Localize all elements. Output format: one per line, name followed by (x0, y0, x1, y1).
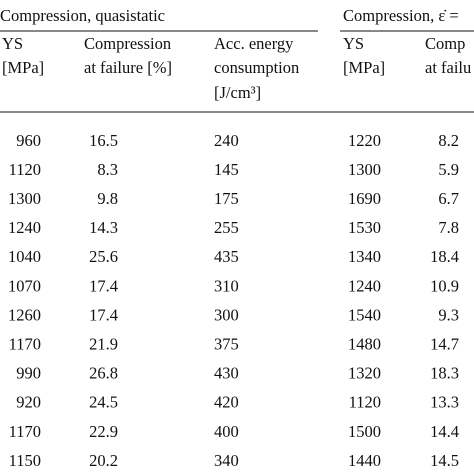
table-cell: 17.4 (89, 305, 118, 324)
table-cell: 1530 (348, 218, 381, 237)
table-cell: 175 (214, 189, 239, 208)
table-cell: 1540 (348, 305, 381, 324)
table-cell: 145 (214, 160, 239, 179)
table-cell: 430 (214, 364, 239, 383)
group-header: Compression, ε̇ = (343, 6, 459, 25)
column-header: [MPa] (343, 58, 385, 77)
table-cell: 435 (214, 247, 239, 266)
table-cell: 1120 (9, 160, 41, 179)
table-cell: 400 (214, 422, 239, 441)
table-cell: 1150 (9, 451, 41, 470)
table-cell: 920 (16, 393, 41, 412)
table-cell: 24.5 (89, 393, 118, 412)
table-cell: 990 (16, 364, 41, 383)
table-cell: 18.4 (430, 247, 459, 266)
table-cell: 1220 (348, 131, 381, 150)
column-header: at failu (425, 58, 471, 77)
table-cell: 1170 (9, 422, 41, 441)
table-cell: 14.7 (430, 334, 459, 353)
table-cell: 20.2 (89, 451, 118, 470)
table-cell: 1480 (348, 334, 381, 353)
table-cell: 14.5 (430, 451, 459, 470)
table-cell: 9.8 (97, 189, 118, 208)
table-cell: 1120 (349, 393, 381, 412)
column-header: at failure [%] (84, 58, 172, 77)
table-cell: 14.3 (89, 218, 118, 237)
column-header: Acc. energy (214, 34, 294, 53)
table-cell: 7.8 (438, 218, 459, 237)
table-cell: 420 (214, 393, 239, 412)
table-cell: 1340 (348, 247, 381, 266)
table-cell: 8.2 (438, 131, 459, 150)
table-cell: 13.3 (430, 393, 459, 412)
table-cell: 14.4 (430, 422, 459, 441)
table-cell: 300 (214, 305, 239, 324)
column-header: Comp (425, 34, 465, 53)
table-cell: 310 (214, 276, 239, 295)
table-cell: 1440 (348, 451, 381, 470)
column-header: YS (2, 34, 23, 53)
table-cell: 1260 (8, 305, 41, 324)
column-header: consumption (214, 58, 299, 77)
table-cell: 1690 (348, 189, 381, 208)
table-cell: 21.9 (89, 334, 118, 353)
table-cell: 375 (214, 334, 239, 353)
column-header: Compression (84, 34, 171, 53)
table-cell: 18.3 (430, 364, 459, 383)
table-cell: 9.3 (438, 305, 459, 324)
table-cell: 1300 (348, 160, 381, 179)
table-cell: 8.3 (97, 160, 118, 179)
table-cell: 1240 (348, 276, 381, 295)
table-cell: 255 (214, 218, 239, 237)
column-header: YS (343, 34, 364, 53)
table-cell: 10.9 (430, 276, 459, 295)
table-cell: 1040 (8, 247, 41, 266)
table-cell: 25.6 (89, 247, 118, 266)
table-cell: 340 (214, 451, 239, 470)
table-cell: 1500 (348, 422, 381, 441)
column-header: [MPa] (2, 58, 44, 77)
table-cell: 17.4 (89, 276, 118, 295)
table-cell: 960 (16, 131, 41, 150)
table-cell: 1240 (8, 218, 41, 237)
column-header: [J/cm³] (214, 83, 261, 102)
group-header: Compression, quasistatic (0, 6, 165, 25)
table-cell: 240 (214, 131, 239, 150)
table-cell: 6.7 (438, 189, 459, 208)
table-cell: 1320 (348, 364, 381, 383)
table-cell: 1070 (8, 276, 41, 295)
table-cell: 26.8 (89, 364, 118, 383)
table-cell: 22.9 (89, 422, 118, 441)
table-cell: 5.9 (438, 160, 459, 179)
table-cell: 1170 (9, 334, 41, 353)
table-cell: 16.5 (89, 131, 118, 150)
table-cell: 1300 (8, 189, 41, 208)
